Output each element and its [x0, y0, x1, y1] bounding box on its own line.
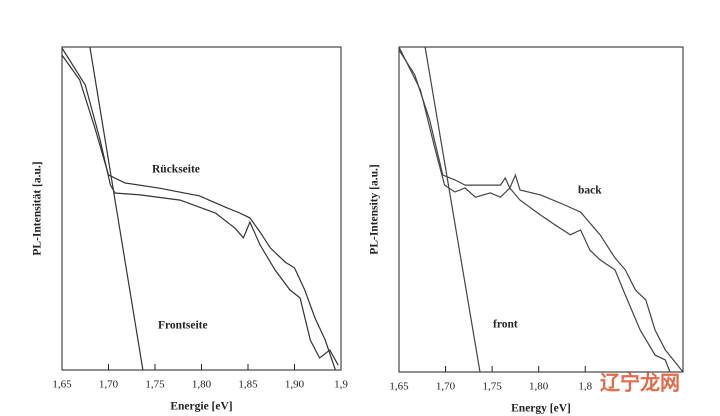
x-tick-label: 1,80 — [529, 381, 549, 393]
y-axis-label: PL-Intensity [a.u.] — [369, 164, 381, 254]
chart: 1,65 1,70 1,75 1,80 1,8 Energy [eV] PL-Intensi… — [369, 46, 684, 415]
x-axis-label: Energy [eV] — [511, 403, 571, 415]
plot-frame — [398, 46, 684, 373]
x-tick-label: 1,85 — [238, 379, 258, 391]
y-axis-label: PL-Intensität [a.u.] — [32, 161, 44, 255]
annotation: Rückseite — [152, 164, 200, 176]
watermark: 辽宁龙网 — [600, 371, 680, 395]
chart: 1,65 1,70 1,75 1,80 1,85 1,90 1,9 Energie [eV] P… — [32, 46, 348, 413]
curve — [61, 47, 339, 366]
annotation: front — [493, 319, 518, 331]
x-tick-label: 1,65 — [389, 381, 409, 393]
curve — [398, 46, 671, 373]
x-tick-label: 1,70 — [436, 381, 456, 393]
curve — [424, 46, 481, 373]
x-tick-label: 1,75 — [482, 381, 502, 393]
annotation: back — [578, 185, 602, 197]
curve — [398, 49, 684, 373]
x-tick-label: 1,90 — [285, 379, 305, 391]
x-tick-label: 1,9 — [334, 379, 348, 391]
x-axis-label: Energie [eV] — [170, 401, 232, 413]
curve — [89, 46, 144, 371]
x-tick-label: 1,80 — [192, 379, 212, 391]
x-tick-label: 1,8 — [578, 381, 592, 393]
x-tick-label: 1,70 — [99, 379, 119, 391]
annotation: Frontseite — [158, 320, 208, 332]
x-tick-label: 1,75 — [145, 379, 165, 391]
x-tick-label: 1,65 — [52, 379, 72, 391]
